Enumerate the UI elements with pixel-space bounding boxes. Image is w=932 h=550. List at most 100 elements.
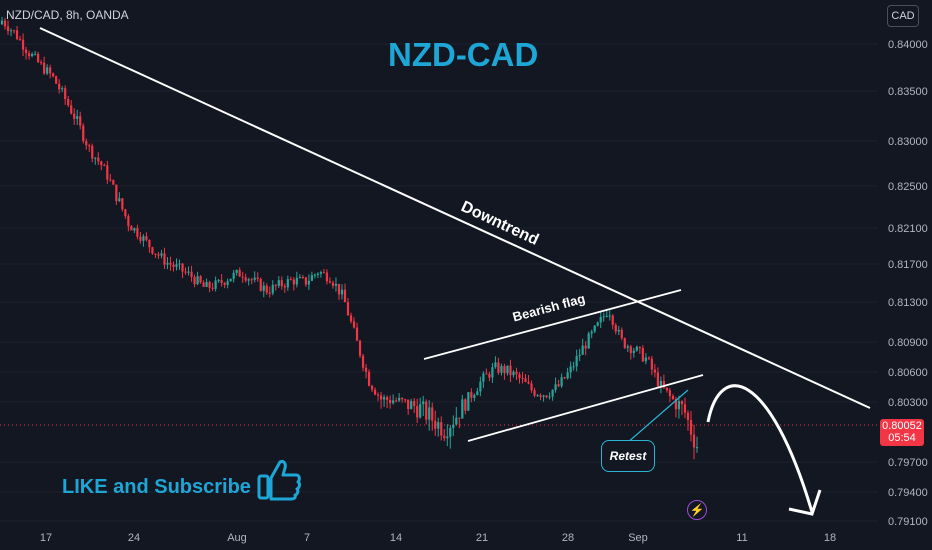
candle-body <box>280 280 283 287</box>
candle-body <box>214 280 217 289</box>
candle-body <box>407 399 410 410</box>
candle-body <box>27 53 31 57</box>
symbol-label: NZD/CAD, 8h, OANDA <box>6 8 129 22</box>
candle-body <box>21 39 25 50</box>
candle-body <box>536 395 539 397</box>
time-tick-label: 7 <box>304 532 310 544</box>
candle-body <box>253 277 256 280</box>
price-tick-label: 0.83500 <box>888 86 928 98</box>
candle-body <box>52 73 55 77</box>
candle-body <box>229 278 232 282</box>
currency-button[interactable]: CAD <box>887 5 919 27</box>
candle-body <box>476 391 479 396</box>
candle-body <box>91 145 94 159</box>
candle-body <box>464 399 467 411</box>
candle-body <box>166 262 169 265</box>
lightning-icon[interactable]: ⚡ <box>687 500 707 520</box>
price-tick-label: 0.81300 <box>888 297 928 309</box>
candle-body <box>262 285 265 291</box>
candle-body <box>127 216 130 227</box>
price-tick-label: 0.84000 <box>888 39 928 51</box>
candle-body <box>160 253 163 256</box>
candle-body <box>584 345 587 349</box>
candle-body <box>392 400 395 404</box>
candle-body <box>431 407 434 421</box>
candle-body <box>172 264 175 267</box>
candle-body <box>659 380 662 387</box>
candle-body <box>298 277 301 279</box>
candle-body <box>554 384 557 390</box>
candle-body <box>70 105 73 114</box>
candle-body <box>518 374 521 378</box>
candle-body <box>361 355 365 368</box>
candle-body <box>512 371 515 376</box>
candle-body <box>208 281 211 288</box>
price-tick-label: 0.80600 <box>888 367 928 379</box>
candle-body <box>587 333 590 349</box>
candle-body <box>419 404 422 418</box>
candle-body <box>33 53 37 55</box>
candle-body <box>641 348 644 362</box>
candle-body <box>163 253 166 265</box>
candle-body <box>629 346 632 354</box>
candle-body <box>602 316 605 318</box>
candle-body <box>67 99 70 106</box>
candle-body <box>304 277 307 285</box>
candle-body <box>470 392 473 398</box>
candle-body <box>539 395 542 397</box>
candle-body <box>169 262 172 265</box>
candle-body <box>416 406 419 418</box>
price-tick-label: 0.81700 <box>888 259 928 271</box>
candle-body <box>97 157 100 162</box>
candle-body <box>274 284 277 286</box>
candle-body <box>211 287 214 289</box>
downtrend-line <box>39 27 871 409</box>
time-tick-label: 17 <box>40 532 52 544</box>
candle-body <box>458 417 461 419</box>
candle-body <box>683 404 687 413</box>
candle-body <box>301 277 304 279</box>
candle-body <box>668 390 672 396</box>
candle-body <box>295 277 298 285</box>
candle-body <box>316 273 320 275</box>
candle-body <box>533 390 536 396</box>
candle-body <box>94 157 97 159</box>
candle-body <box>292 279 295 285</box>
candle-body <box>650 358 653 370</box>
candle-body <box>196 276 199 285</box>
time-tick-label: 24 <box>128 532 140 544</box>
candle-body <box>527 381 530 384</box>
price-tick-label: 0.79100 <box>888 516 928 528</box>
current-price-label: 0.80052 05:54 <box>880 419 924 446</box>
candle-body <box>64 88 67 100</box>
time-tick-label: Aug <box>227 532 247 544</box>
candle-body <box>6 26 10 32</box>
candle-body <box>130 226 133 231</box>
candle-body <box>551 389 554 397</box>
candle-body <box>58 83 61 90</box>
price-tick-label: 0.79700 <box>888 457 928 469</box>
candle-body <box>557 384 560 387</box>
candle-body <box>61 88 64 90</box>
candle-body <box>695 447 699 449</box>
candle-body <box>623 338 626 348</box>
candle-body <box>103 165 106 167</box>
candle-body <box>647 357 650 359</box>
price-tick-label: 0.83000 <box>888 136 928 148</box>
candle-body <box>223 282 226 285</box>
time-tick-label: 11 <box>736 532 747 544</box>
candle-body <box>422 401 425 405</box>
candle-body <box>238 270 241 277</box>
candle-body <box>217 280 220 282</box>
retest-label: Retest <box>601 440 655 472</box>
time-tick-label: 18 <box>824 532 836 544</box>
candle-body <box>286 279 289 288</box>
candle-body <box>434 420 437 429</box>
candle-body <box>289 279 292 281</box>
candle-body <box>226 281 229 285</box>
candle-body <box>355 327 359 341</box>
candle-body <box>596 322 599 326</box>
like-subscribe-text: LIKE and Subscribe <box>62 476 251 498</box>
candle-body <box>461 399 464 419</box>
candle-body <box>593 325 596 332</box>
